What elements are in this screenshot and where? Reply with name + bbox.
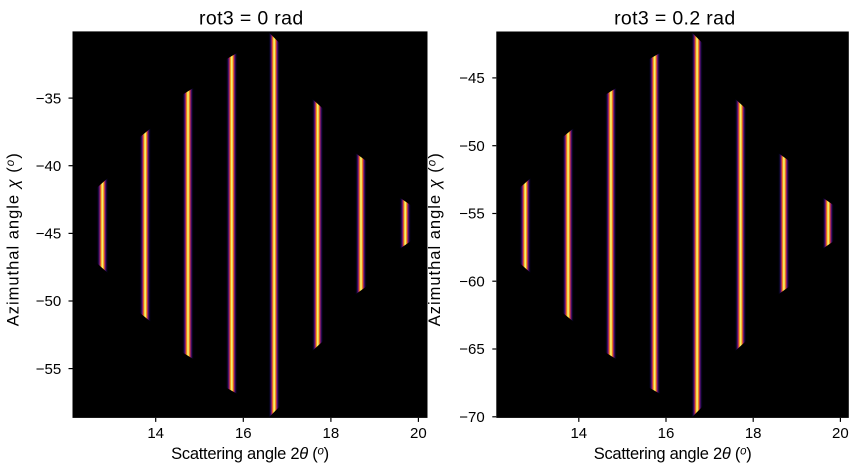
svg-text:−45: −45 — [459, 70, 484, 87]
svg-text:Scattering angle 2θ (o): Scattering angle 2θ (o) — [171, 445, 329, 463]
svg-text:20: 20 — [832, 425, 849, 442]
svg-text:20: 20 — [410, 425, 427, 442]
svg-text:−40: −40 — [36, 158, 61, 175]
svg-text:−60: −60 — [459, 273, 484, 290]
svg-text:rot3 = 0 rad: rot3 = 0 rad — [199, 8, 303, 30]
svg-text:−50: −50 — [36, 293, 61, 310]
svg-text:Scattering angle 2θ (o): Scattering angle 2θ (o) — [594, 445, 752, 463]
svg-text:−35: −35 — [36, 90, 61, 107]
svg-text:Azimuthal angle χ (o): Azimuthal angle χ (o) — [426, 152, 444, 326]
svg-text:−45: −45 — [36, 226, 61, 243]
svg-text:Azimuthal angle χ (o): Azimuthal angle χ (o) — [4, 152, 22, 326]
svg-text:14: 14 — [570, 425, 587, 442]
svg-text:18: 18 — [745, 425, 762, 442]
svg-text:16: 16 — [658, 425, 675, 442]
svg-text:−70: −70 — [459, 409, 484, 426]
svg-text:−65: −65 — [459, 341, 484, 358]
svg-text:16: 16 — [235, 425, 252, 442]
svg-text:−55: −55 — [459, 206, 484, 223]
svg-text:−55: −55 — [36, 361, 61, 378]
svg-text:14: 14 — [147, 425, 164, 442]
svg-text:−50: −50 — [459, 138, 484, 155]
svg-text:18: 18 — [323, 425, 340, 442]
svg-text:rot3 = 0.2 rad: rot3 = 0.2 rad — [614, 8, 735, 30]
